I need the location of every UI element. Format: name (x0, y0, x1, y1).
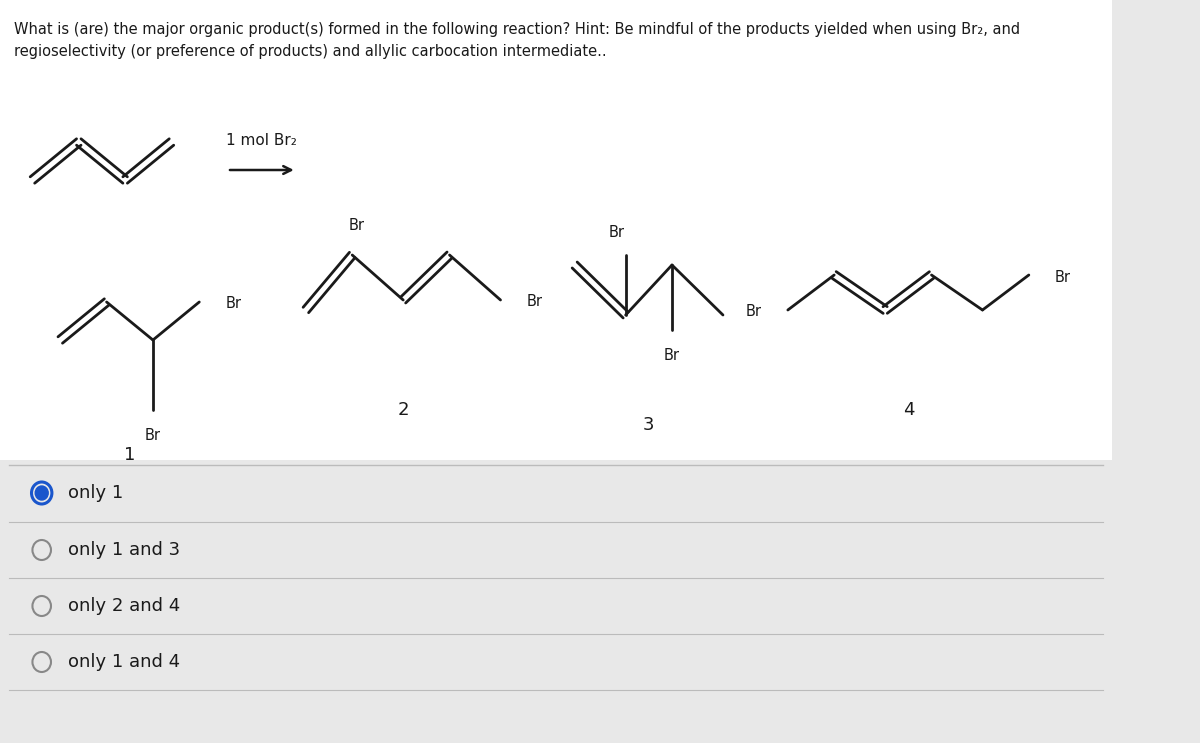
Text: 2: 2 (397, 401, 409, 419)
Text: Br: Br (349, 218, 365, 233)
Text: regioselectivity (or preference of products) and allylic carbocation intermediat: regioselectivity (or preference of produ… (14, 44, 606, 59)
Text: 4: 4 (902, 401, 914, 419)
Text: only 2 and 4: only 2 and 4 (67, 597, 180, 615)
Text: only 1 and 3: only 1 and 3 (67, 541, 180, 559)
Text: Br: Br (608, 225, 624, 240)
Text: Br: Br (664, 348, 680, 363)
Text: only 1 and 4: only 1 and 4 (67, 653, 180, 671)
Text: Br: Br (226, 296, 241, 311)
Circle shape (35, 486, 48, 500)
Text: Br: Br (527, 294, 542, 310)
Text: 3: 3 (643, 416, 654, 434)
Text: 1: 1 (124, 446, 136, 464)
Text: Br: Br (1055, 270, 1070, 285)
Text: Br: Br (746, 305, 762, 319)
Text: What is (are) the major organic product(s) formed in the following reaction? Hin: What is (are) the major organic product(… (14, 22, 1020, 37)
FancyBboxPatch shape (0, 0, 1112, 460)
Text: 1 mol Br₂: 1 mol Br₂ (226, 133, 296, 148)
Text: only 1: only 1 (67, 484, 122, 502)
Text: Br: Br (145, 428, 161, 443)
